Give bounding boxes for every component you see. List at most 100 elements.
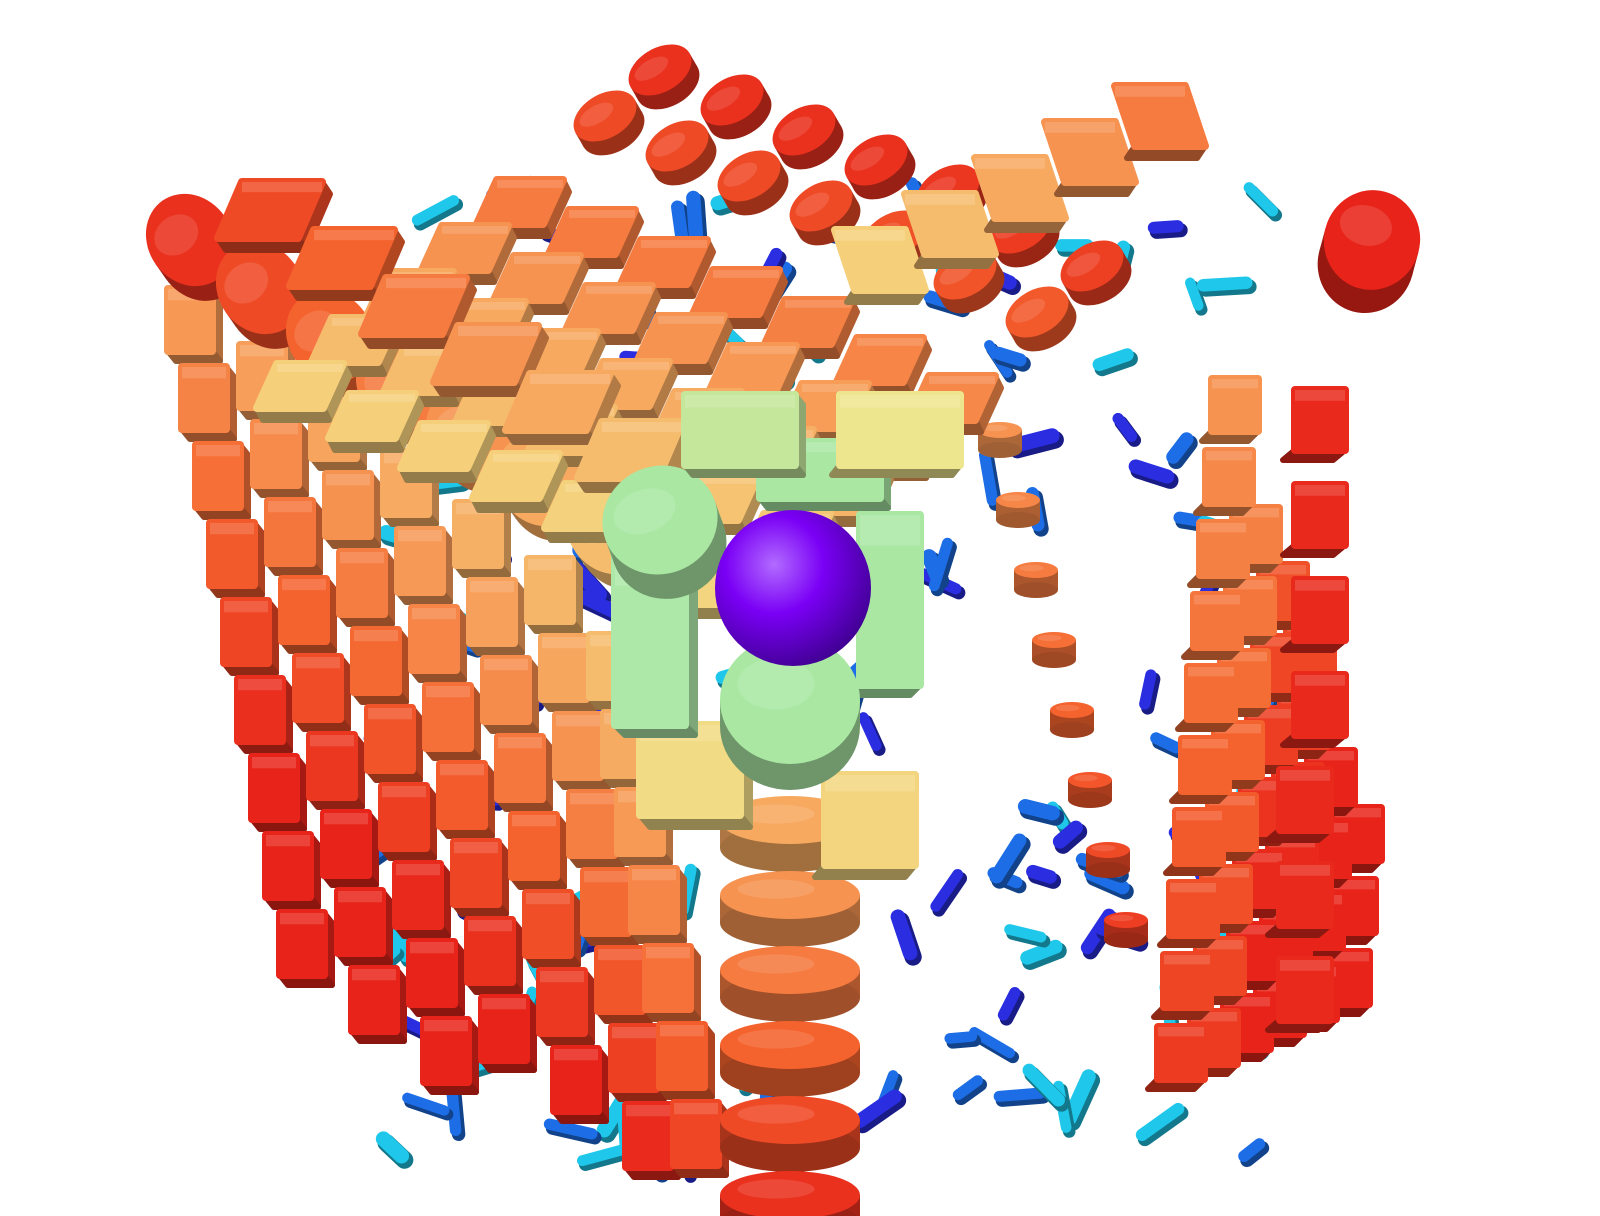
interior-rod <box>1026 864 1062 889</box>
left-face-box <box>264 497 323 576</box>
top-disk <box>1005 286 1077 352</box>
left-face-box <box>394 526 453 605</box>
right-edge-box <box>1280 576 1349 653</box>
interior-rod <box>858 712 886 756</box>
left-face-box <box>220 597 279 676</box>
ring-disk <box>1104 912 1148 948</box>
interior-rod <box>543 1118 602 1145</box>
left-face-box <box>350 626 409 705</box>
left-face-box <box>276 909 335 988</box>
ring-disk <box>978 422 1022 458</box>
right-face-box <box>1199 375 1262 444</box>
ring-disk <box>1014 562 1058 598</box>
interior-rod <box>993 1087 1050 1107</box>
right-face-box <box>1145 1023 1208 1092</box>
interior-rod <box>989 833 1031 889</box>
interior-rod <box>997 986 1025 1026</box>
top-right-box <box>901 190 999 269</box>
left-face-box <box>320 809 379 888</box>
left-face-box <box>628 865 687 944</box>
center-column-disk <box>720 871 860 947</box>
top-right-box <box>971 154 1069 233</box>
ring-disk <box>1050 702 1094 738</box>
right-face-box <box>1157 879 1220 948</box>
left-face-box <box>248 753 307 832</box>
interior-rod <box>944 1031 982 1049</box>
top-disk <box>844 134 916 200</box>
left-face-box <box>322 470 381 549</box>
left-face-box <box>670 1099 729 1178</box>
left-face-box <box>464 916 523 995</box>
right-edge-box <box>1280 481 1349 558</box>
top-disk <box>772 104 844 170</box>
interior-rod <box>1147 220 1188 239</box>
left-face-box <box>522 889 581 968</box>
left-face-box <box>334 887 393 966</box>
right-face-box <box>1169 735 1232 804</box>
center-column-disk <box>720 1096 860 1172</box>
left-face-box <box>206 519 265 598</box>
left-face-box <box>422 682 481 761</box>
interior-rod <box>1112 412 1142 447</box>
interior-rod <box>1022 1063 1070 1112</box>
top-face-box <box>634 312 733 375</box>
left-face-box <box>452 499 511 578</box>
edge-disk <box>145 193 245 301</box>
interior-rod <box>1062 1069 1101 1131</box>
left-face-box <box>478 994 537 1073</box>
top-disk <box>717 150 789 216</box>
left-face-box <box>406 938 465 1017</box>
top-disk <box>573 90 645 156</box>
interior-rod <box>991 346 1031 372</box>
right-edge-box <box>1265 956 1334 1033</box>
top-face-box <box>490 252 589 315</box>
left-face-box <box>192 441 251 520</box>
interior-rod <box>1238 1138 1270 1168</box>
right-edge-box <box>1265 766 1334 843</box>
left-face-box <box>466 577 525 656</box>
ring-disk <box>1032 632 1076 668</box>
top-disk <box>628 44 700 110</box>
interior-rod <box>1135 1102 1189 1147</box>
top-edge-box <box>502 370 621 445</box>
top-disk <box>700 74 772 140</box>
center-column-disk <box>720 1171 860 1216</box>
left-face-box <box>336 548 395 627</box>
interior-rod <box>1092 348 1138 377</box>
right-face-box <box>1193 447 1256 516</box>
right-face-box <box>1181 591 1244 660</box>
interior-rod <box>1128 459 1179 489</box>
left-face-box <box>178 363 237 442</box>
left-face-box <box>420 1016 479 1095</box>
interior-rod <box>375 1131 414 1169</box>
ring-disk <box>1086 842 1130 878</box>
left-face-box <box>292 653 351 732</box>
top-face-box <box>253 360 352 423</box>
interior-rod <box>890 909 922 966</box>
right-face-elements <box>978 190 1421 1092</box>
interior-rod <box>930 868 968 917</box>
interior-rod <box>928 537 957 597</box>
interior-rod <box>1150 732 1187 759</box>
top-face-box <box>562 282 661 345</box>
center-column-disk <box>720 946 860 1022</box>
interior-rod <box>1017 799 1065 826</box>
top-face-box <box>761 296 860 359</box>
left-face-box <box>450 838 509 917</box>
interior-rod <box>1004 924 1051 948</box>
left-face-box <box>494 733 553 812</box>
left-face-box <box>480 655 539 734</box>
top-right-box <box>831 226 929 305</box>
interior-rod <box>1196 276 1257 297</box>
ring-disk <box>1068 772 1112 808</box>
interior-rod <box>1166 432 1198 470</box>
top-right-box <box>1111 82 1209 161</box>
top-right-box <box>1041 118 1139 197</box>
interior-rod <box>969 1026 1019 1064</box>
left-face-box <box>278 575 337 654</box>
top-face-box <box>325 390 424 453</box>
center-column-disk <box>720 1021 860 1097</box>
edge-disk <box>215 241 315 349</box>
top-edge-box <box>358 274 477 349</box>
